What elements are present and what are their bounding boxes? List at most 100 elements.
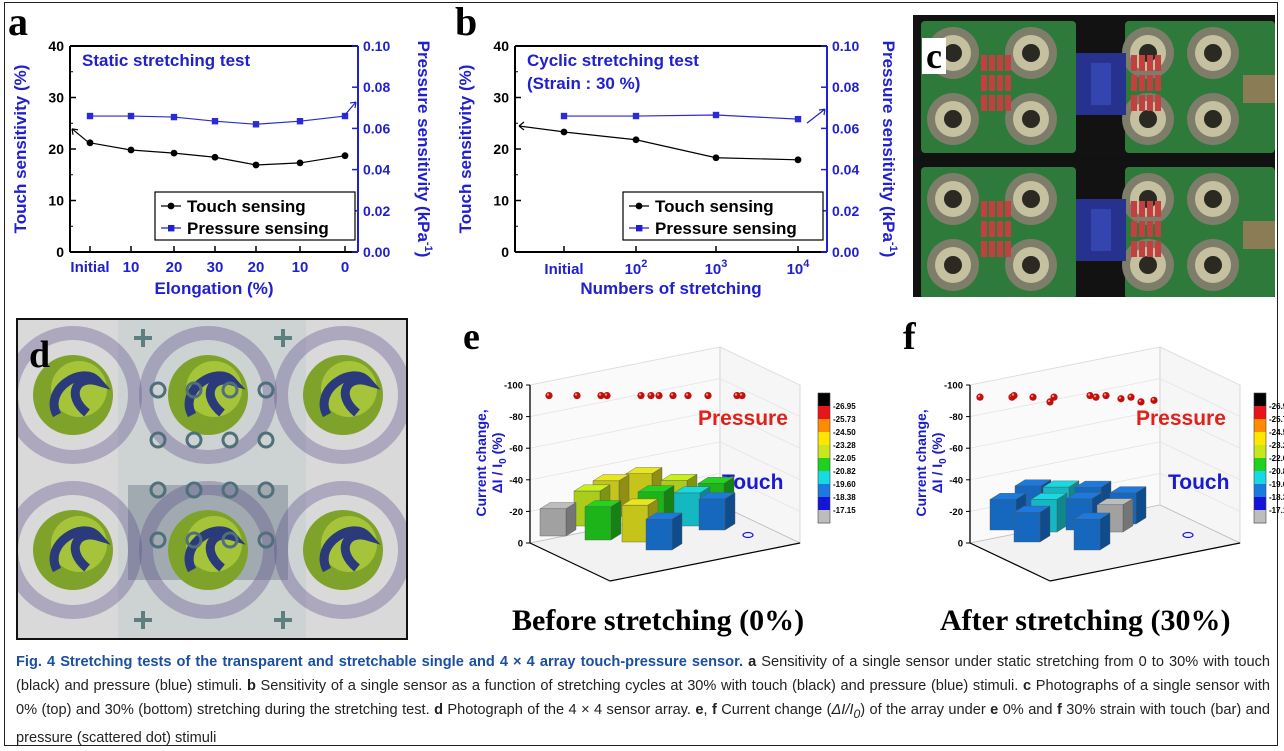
pressure-axis-arrow <box>343 101 357 117</box>
pcb-switch <box>1139 95 1145 111</box>
series-line-touch <box>563 131 799 161</box>
colorbar-cell <box>818 471 830 485</box>
chart-a: 0 10 20 30 40 0.00 0.02 0.04 0.06 0.08 0.10 Initial… <box>11 38 434 298</box>
pressure-dot-highlight <box>705 393 709 396</box>
colorbar-label: -26.9 <box>1269 402 1284 411</box>
colorbar-label: -23.2 <box>1269 441 1284 450</box>
colorbar-cell <box>1254 393 1266 407</box>
touch-axis-arrow <box>518 121 566 133</box>
pcb-switch <box>1147 75 1153 91</box>
colorbar-cell <box>1254 471 1266 485</box>
colorbar-cell <box>818 419 830 433</box>
z-tick-label: 0 <box>958 539 963 550</box>
connector-core <box>1139 256 1157 274</box>
caption-ref-d: d <box>434 702 443 718</box>
x-axis <box>529 542 611 582</box>
array-electrode <box>221 481 239 499</box>
caption-text-ef2: ) of the array under <box>860 702 991 718</box>
pressure-point <box>712 111 720 119</box>
left-axis-label: Touch sensitivity (%) <box>456 65 475 234</box>
chart-e: 0 -20 -40 -60 -80 -100 Current change, ΔI / I0 … <box>473 346 856 582</box>
right-axis-label: Pressure sensitivity (kPa-1) <box>414 41 434 258</box>
pressure-dot-highlight <box>1103 393 1107 396</box>
pressure-dot-highlight <box>604 393 608 396</box>
pcb-switch <box>1139 221 1145 237</box>
logo-ring <box>274 326 406 464</box>
colorbar-cell <box>1254 445 1266 459</box>
legend-pressure-marker <box>636 225 643 232</box>
array-electrode <box>221 381 239 399</box>
pcb-switch <box>1139 75 1145 91</box>
touch-bar-side <box>610 500 622 541</box>
pressure-dot <box>545 391 553 400</box>
z-tick-label: -20 <box>509 507 523 518</box>
caption-ref-f: f <box>711 702 717 718</box>
z-tick-label: -60 <box>949 444 963 455</box>
x-tick-label: 0 <box>341 259 349 276</box>
y-axis <box>609 542 801 582</box>
connector-core <box>1022 44 1040 62</box>
caption-text-c: Photographs of a single sensor with 0% (… <box>16 678 1271 718</box>
stretch-sample-center <box>1091 209 1111 251</box>
grid-line <box>1159 441 1241 481</box>
colorbar-frame <box>1253 392 1267 524</box>
touch-bar <box>645 518 673 551</box>
pressure-dot <box>976 393 984 401</box>
pressure-dot-highlight <box>1151 398 1155 401</box>
sensor-boards-photo <box>913 15 1275 297</box>
legend-touch-marker <box>167 202 175 210</box>
x-axis-label: Elongation (%) <box>155 279 274 298</box>
pressure-dot-highlight <box>739 393 743 396</box>
pressure-point <box>127 112 135 120</box>
z-tick-label: -100 <box>944 381 963 392</box>
colorbar-cell <box>1254 497 1266 511</box>
left-tick-label: 0 <box>501 244 509 260</box>
pressure-dot-highlight <box>1030 394 1034 398</box>
touch-bar-side <box>671 512 683 551</box>
panel-letter-c: c <box>922 38 946 74</box>
pcb-switch <box>1155 221 1161 237</box>
touch-bar-side <box>1056 492 1068 533</box>
pressure-dot <box>704 391 712 400</box>
grid-line <box>719 441 801 481</box>
pressure-dot-highlight <box>1118 396 1122 399</box>
z-axis-label: Current change, <box>473 409 489 516</box>
pressure-point <box>211 117 219 125</box>
z-tick-label: -20 <box>949 507 963 518</box>
grid-line <box>529 441 721 481</box>
pcb-switch <box>981 75 987 91</box>
pressure-dot-highlight <box>1051 394 1055 398</box>
array-electrode <box>221 531 239 549</box>
pressure-dot <box>684 391 692 400</box>
colorbar-cell <box>818 393 830 407</box>
right-tick-label: 0.10 <box>363 38 390 54</box>
touch-bar <box>989 499 1017 531</box>
z-tick-label: -80 <box>509 412 523 423</box>
panel-letter-a: a <box>8 0 28 44</box>
axis-marker <box>742 531 754 539</box>
pressure-dot-highlight <box>1128 394 1132 398</box>
caption-ref-e: e <box>695 702 704 718</box>
x-tick-label: 30 <box>207 259 224 276</box>
legend-pressure-label: Pressure sensing <box>655 219 797 238</box>
colorbar-label: -17.1 <box>1269 506 1284 515</box>
figure-frame <box>4 2 1278 746</box>
colorbar-cell <box>818 458 830 472</box>
photo-single-sensor <box>913 15 1275 297</box>
x-tick-label: 102 <box>625 258 648 278</box>
pressure-point <box>86 112 94 120</box>
panel-letter-b: b <box>455 0 478 44</box>
touch-point <box>127 146 135 154</box>
grid-line <box>719 409 801 449</box>
left-tick-label: 20 <box>493 141 509 157</box>
pressure-dot <box>1137 398 1145 406</box>
touch-point <box>341 152 349 160</box>
pcb-switch <box>1005 201 1011 217</box>
z-tick-label: -80 <box>949 412 963 423</box>
grid-line <box>719 346 801 386</box>
touch-point <box>794 156 802 164</box>
alignment-mark <box>134 329 152 347</box>
array-electrode <box>185 381 203 399</box>
chart-title: Static stretching test <box>82 51 250 70</box>
pcb-switch <box>997 75 1003 91</box>
